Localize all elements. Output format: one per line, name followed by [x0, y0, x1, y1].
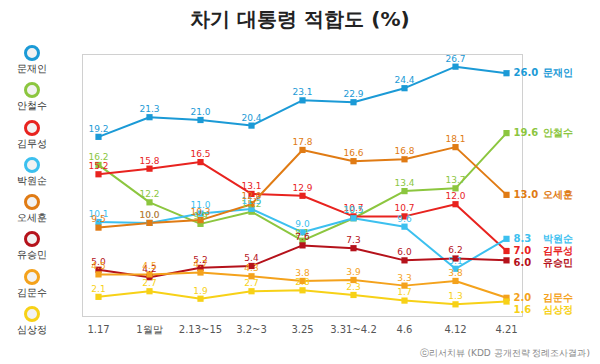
svg-text:26.7: 26.7: [445, 54, 465, 64]
svg-text:3.9: 3.9: [346, 267, 361, 277]
svg-text:8.3: 8.3: [514, 233, 532, 244]
svg-text:16.6: 16.6: [343, 148, 363, 158]
svg-text:유승민: 유승민: [543, 257, 573, 268]
svg-text:5.4: 5.4: [244, 253, 259, 263]
svg-text:3.31~4.2: 3.31~4.2: [330, 324, 377, 335]
svg-text:4.3: 4.3: [244, 263, 258, 273]
svg-text:13.7: 13.7: [445, 175, 465, 185]
svg-text:16.2: 16.2: [88, 151, 109, 162]
svg-text:2.1: 2.1: [91, 284, 105, 294]
svg-text:20.4: 20.4: [241, 112, 261, 122]
svg-text:12.0: 12.0: [241, 191, 261, 201]
svg-text:21.0: 21.0: [190, 107, 210, 117]
svg-text:4.6: 4.6: [397, 324, 413, 335]
svg-text:7.3: 7.3: [346, 235, 360, 245]
svg-text:10.0: 10.0: [139, 210, 159, 220]
svg-text:4.12: 4.12: [444, 324, 466, 335]
svg-text:2.0: 2.0: [514, 292, 532, 303]
html-text:박원순: 박원순: [17, 174, 47, 186]
svg-text:10.7: 10.7: [394, 203, 414, 213]
svg-text:3.8: 3.8: [448, 268, 463, 278]
svg-text:13.0: 13.0: [514, 189, 539, 200]
html-text:ⓒ리서치뷰 (KDD 공개전략 정례조사결과): ⓒ리서치뷰 (KDD 공개전략 정례조사결과): [419, 348, 590, 358]
svg-text:10.5: 10.5: [343, 205, 363, 215]
html-text:안철수: 안철수: [17, 100, 47, 112]
svg-text:4.21: 4.21: [495, 324, 517, 335]
svg-text:1월말: 1월말: [136, 324, 162, 335]
html-text:문재인: 문재인: [17, 63, 47, 75]
svg-text:2.8: 2.8: [295, 277, 310, 287]
svg-text:18.1: 18.1: [445, 134, 465, 144]
svg-text:1.9: 1.9: [193, 286, 208, 296]
svg-text:김문수: 김문수: [543, 292, 573, 303]
svg-text:1.3: 1.3: [448, 291, 462, 301]
html-text:김문수: 김문수: [17, 286, 47, 298]
svg-text:12.2: 12.2: [139, 189, 159, 199]
svg-text:김무성: 김무성: [543, 245, 573, 256]
svg-text:19.6: 19.6: [514, 127, 539, 138]
svg-text:6.2: 6.2: [448, 245, 462, 255]
svg-text:1.17: 1.17: [87, 324, 109, 335]
svg-text:13.1: 13.1: [241, 181, 261, 191]
svg-text:3.25: 3.25: [291, 324, 313, 335]
html-text:김무성: 김무성: [17, 137, 47, 149]
svg-text:12.0: 12.0: [445, 191, 465, 201]
svg-text:24.4: 24.4: [394, 75, 414, 85]
svg-text:7.6: 7.6: [295, 232, 310, 242]
svg-text:19.2: 19.2: [88, 124, 108, 134]
svg-text:오세훈: 오세훈: [543, 189, 573, 200]
html-text:유승민: 유승민: [17, 249, 47, 261]
svg-text:10.0: 10.0: [139, 210, 159, 220]
svg-text:심상정: 심상정: [543, 304, 573, 315]
svg-text:4.5: 4.5: [142, 261, 156, 271]
svg-text:11.0: 11.0: [190, 200, 211, 211]
svg-text:4.5: 4.5: [91, 261, 105, 271]
svg-text:26.0: 26.0: [514, 67, 539, 78]
svg-text:2.7: 2.7: [142, 278, 156, 288]
svg-text:2.3: 2.3: [346, 282, 360, 292]
svg-text:1.7: 1.7: [397, 287, 411, 297]
svg-text:안철수: 안철수: [543, 127, 573, 138]
svg-text:박원순: 박원순: [543, 233, 573, 244]
svg-text:13.4: 13.4: [394, 178, 414, 188]
svg-text:12.9: 12.9: [292, 183, 312, 193]
svg-text:문재인: 문재인: [543, 67, 573, 78]
svg-text:21.3: 21.3: [139, 104, 159, 114]
svg-text:16.8: 16.8: [394, 146, 414, 156]
html-text:오세훈: 오세훈: [17, 212, 47, 224]
svg-text:4.7: 4.7: [193, 259, 207, 269]
svg-text:5.1: 5.1: [448, 256, 462, 266]
svg-text:10.3: 10.3: [190, 207, 210, 217]
svg-text:2.7: 2.7: [244, 278, 258, 288]
svg-text:1.6: 1.6: [514, 304, 532, 315]
svg-text:3.2~3: 3.2~3: [236, 324, 267, 335]
html-text:심상정: 심상정: [17, 323, 47, 335]
svg-text:2.13~15: 2.13~15: [179, 324, 222, 335]
svg-text:22.9: 22.9: [343, 89, 363, 99]
svg-text:9.0: 9.0: [295, 219, 310, 229]
svg-text:3.3: 3.3: [397, 273, 411, 283]
html-text:차기 대통령 적합도 (%): 차기 대통령 적합도 (%): [190, 7, 410, 31]
svg-text:15.8: 15.8: [139, 156, 159, 166]
svg-text:16.5: 16.5: [190, 149, 210, 159]
svg-text:6.0: 6.0: [397, 247, 412, 257]
svg-text:7.0: 7.0: [514, 245, 532, 256]
svg-text:6.0: 6.0: [514, 257, 532, 268]
svg-text:23.1: 23.1: [292, 87, 312, 97]
svg-text:17.8: 17.8: [292, 137, 312, 147]
svg-text:15.2: 15.2: [88, 161, 108, 171]
svg-text:9.6: 9.6: [397, 214, 412, 224]
svg-text:3.8: 3.8: [295, 267, 310, 278]
svg-text:9.5: 9.5: [91, 214, 105, 224]
svg-text:10.5: 10.5: [343, 205, 363, 215]
